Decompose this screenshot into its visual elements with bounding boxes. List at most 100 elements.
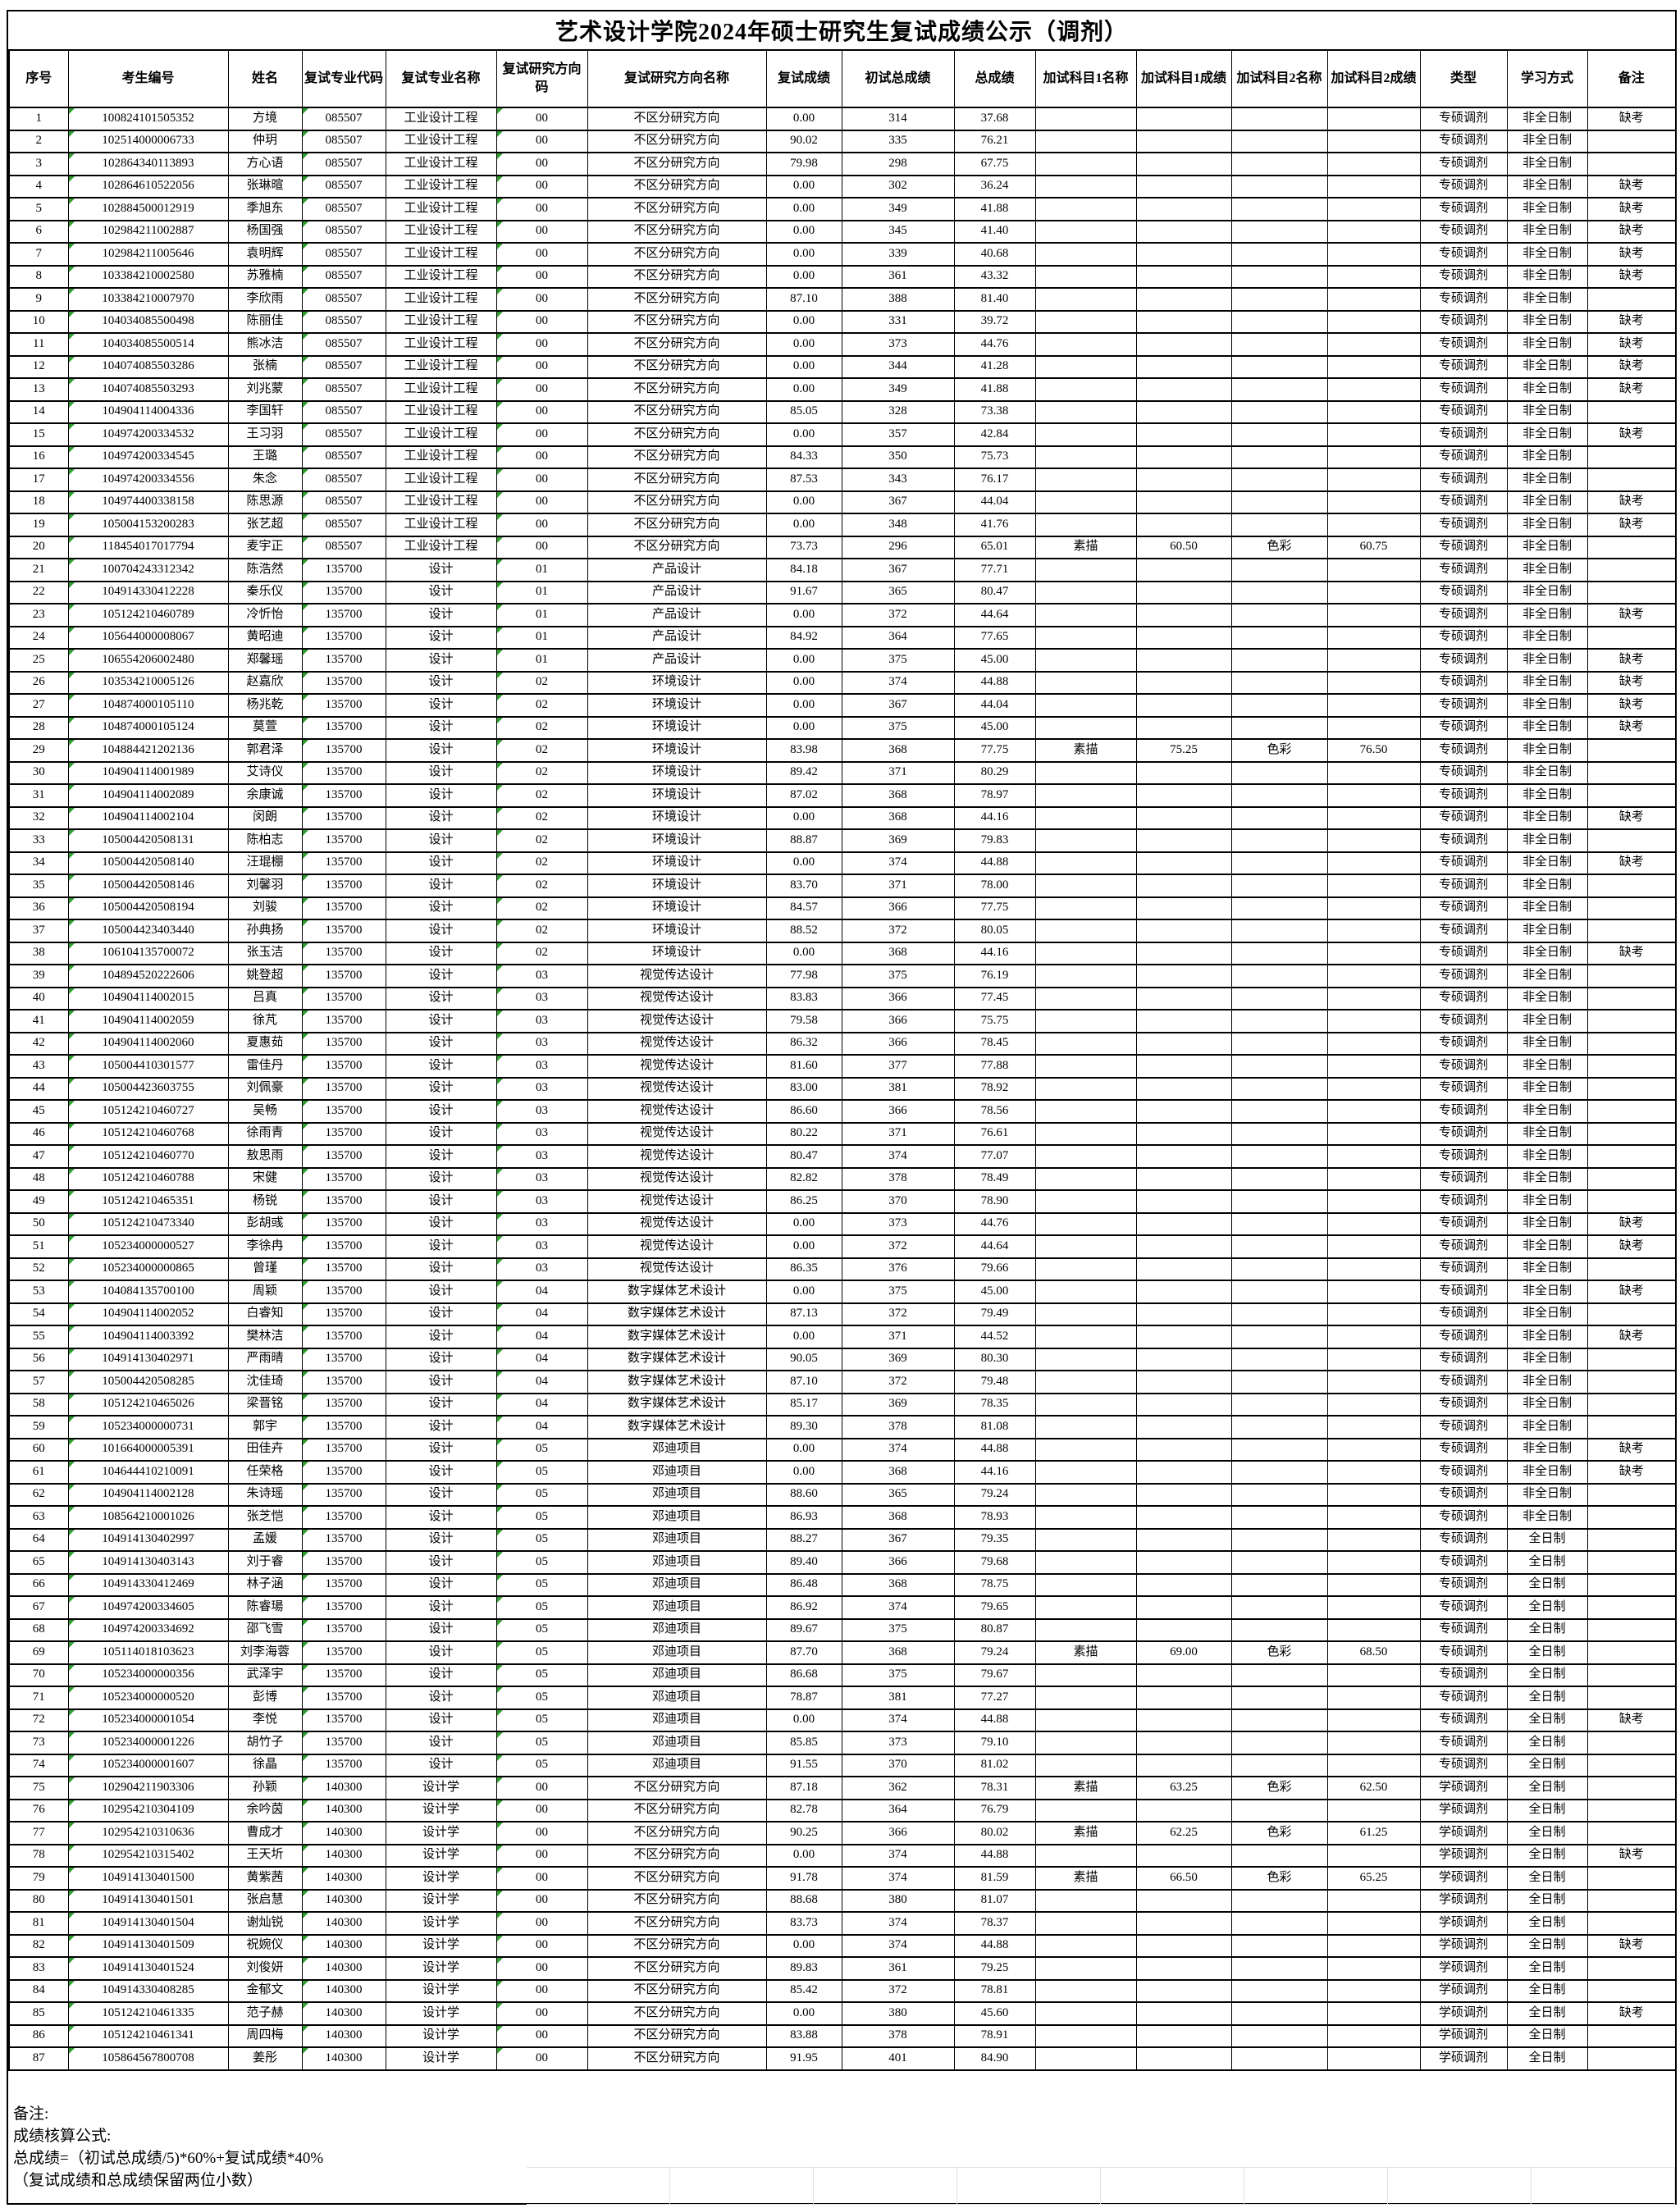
cell-direction-code: 04 bbox=[495, 1280, 588, 1304]
cell-name: 孟媛 bbox=[227, 1527, 303, 1552]
cell-candidate-id: 104914330412469 bbox=[67, 1572, 229, 1597]
cell-major-code: 135700 bbox=[301, 964, 386, 988]
cell-direction-name: 产品设计 bbox=[587, 603, 767, 627]
cell-addtest1-name bbox=[1034, 129, 1137, 153]
cell-initial-total-score: 372 bbox=[841, 1370, 955, 1394]
cell-major-name: 工业设计工程 bbox=[385, 309, 497, 334]
cell-addtest1-name: 素描 bbox=[1034, 1866, 1137, 1891]
cell-total-score: 79.25 bbox=[953, 1956, 1036, 1981]
cell-retest-score: 0.00 bbox=[765, 670, 842, 695]
column-header-seq: 序号 bbox=[8, 49, 69, 108]
cell-type: 专硕调剂 bbox=[1419, 648, 1508, 673]
cell-total-score: 67.75 bbox=[953, 152, 1036, 176]
cell-direction-name: 不区分研究方向 bbox=[587, 107, 767, 131]
cell-name: 周颖 bbox=[227, 1280, 303, 1304]
cell-remark: 缺考 bbox=[1586, 1280, 1677, 1304]
cell-retest-score: 86.93 bbox=[765, 1505, 842, 1530]
cell-addtest2-name bbox=[1230, 603, 1328, 627]
cell-major-name: 工业设计工程 bbox=[385, 535, 497, 559]
cell-candidate-id: 104974200334532 bbox=[67, 422, 229, 447]
table-row: 53 104084135700100 周颖 135700 设计 04 数字媒体艺术设计 0.0… bbox=[8, 1280, 1677, 1304]
cell-addtest2-score bbox=[1326, 1753, 1421, 1777]
cell-name: 陈浩然 bbox=[227, 558, 303, 582]
table-row: 54 104904114002052 白睿知 135700 设计 04 数字媒体艺术设计 87… bbox=[8, 1302, 1677, 1326]
cell-addtest1-score: 63.25 bbox=[1135, 1776, 1232, 1800]
cell-initial-total-score: 373 bbox=[841, 1211, 955, 1236]
cell-addtest1-score bbox=[1135, 1234, 1232, 1259]
cell-major-name: 设计 bbox=[385, 1099, 497, 1124]
cell-addtest2-name bbox=[1230, 2046, 1328, 2071]
cell-seq: 86 bbox=[8, 2023, 69, 2048]
cell-candidate-id: 118454017017794 bbox=[67, 535, 229, 559]
cell-type: 专硕调剂 bbox=[1419, 1640, 1508, 1665]
cell-name: 张艺超 bbox=[227, 513, 303, 537]
cell-major-name: 工业设计工程 bbox=[385, 332, 497, 357]
cell-addtest2-name bbox=[1230, 242, 1328, 267]
cell-study-mode: 全日制 bbox=[1506, 1956, 1588, 1981]
cell-addtest2-name bbox=[1230, 1189, 1328, 1214]
cell-candidate-id: 104914130401500 bbox=[67, 1866, 229, 1891]
cell-remark bbox=[1586, 1121, 1677, 1146]
cell-direction-code: 02 bbox=[495, 874, 588, 898]
cell-remark bbox=[1586, 1076, 1677, 1101]
cell-seq: 15 bbox=[8, 422, 69, 447]
table-row: 16 104974200334545 王璐 085507 工业设计工程 00 不区分研究方向… bbox=[8, 445, 1677, 469]
cell-addtest2-score bbox=[1326, 1482, 1421, 1507]
cell-retest-score: 0.00 bbox=[765, 648, 842, 673]
cell-major-code: 135700 bbox=[301, 693, 386, 718]
cell-addtest2-score bbox=[1326, 783, 1421, 808]
empty-cell bbox=[1532, 2168, 1675, 2204]
cell-candidate-id: 105124210460789 bbox=[67, 603, 229, 627]
cell-seq: 12 bbox=[8, 354, 69, 379]
cell-type: 专硕调剂 bbox=[1419, 1347, 1508, 1371]
cell-candidate-id: 105004420508285 bbox=[67, 1370, 229, 1394]
table-row: 47 105124210460770 敖思雨 135700 设计 03 视觉传达设计 80.4… bbox=[8, 1144, 1677, 1169]
cell-major-name: 设计学 bbox=[385, 1776, 497, 1800]
cell-addtest2-score bbox=[1326, 1415, 1421, 1439]
cell-addtest1-name bbox=[1034, 1392, 1137, 1416]
cell-candidate-id: 105124210465026 bbox=[67, 1392, 229, 1416]
cell-major-code: 135700 bbox=[301, 1370, 386, 1394]
cell-initial-total-score: 375 bbox=[841, 715, 955, 740]
cell-initial-total-score: 388 bbox=[841, 287, 955, 312]
cell-seq: 38 bbox=[8, 941, 69, 965]
cell-remark: 缺考 bbox=[1586, 941, 1677, 965]
cell-addtest2-score bbox=[1326, 399, 1421, 424]
cell-initial-total-score: 366 bbox=[841, 1031, 955, 1056]
cell-remark bbox=[1586, 468, 1677, 492]
cell-remark: 缺考 bbox=[1586, 107, 1677, 131]
cell-direction-code: 05 bbox=[495, 1663, 588, 1687]
cell-major-code: 135700 bbox=[301, 603, 386, 627]
cell-addtest1-score bbox=[1135, 1911, 1232, 1936]
cell-addtest1-score bbox=[1135, 1798, 1232, 1823]
cell-direction-code: 00 bbox=[495, 332, 588, 357]
cell-addtest1-score: 62.25 bbox=[1135, 1821, 1232, 1845]
cell-name: 秦乐仪 bbox=[227, 580, 303, 604]
cell-type: 专硕调剂 bbox=[1419, 1099, 1508, 1124]
cell-retest-score: 88.60 bbox=[765, 1482, 842, 1507]
cell-addtest1-name bbox=[1034, 1325, 1137, 1349]
cell-seq: 59 bbox=[8, 1415, 69, 1439]
cell-total-score: 65.01 bbox=[953, 535, 1036, 559]
cell-addtest1-name: 素描 bbox=[1034, 738, 1137, 763]
cell-retest-score: 89.67 bbox=[765, 1617, 842, 1642]
cell-name: 刘李海蓉 bbox=[227, 1640, 303, 1665]
cell-seq: 14 bbox=[8, 399, 69, 424]
cell-addtest1-score bbox=[1135, 197, 1232, 221]
cell-major-name: 工业设计工程 bbox=[385, 219, 497, 244]
cell-total-score: 76.19 bbox=[953, 964, 1036, 988]
cell-initial-total-score: 371 bbox=[841, 1121, 955, 1146]
cell-name: 王习羽 bbox=[227, 422, 303, 447]
cell-remark: 缺考 bbox=[1586, 1460, 1677, 1485]
cell-study-mode: 非全日制 bbox=[1506, 1505, 1588, 1530]
cell-study-mode: 全日制 bbox=[1506, 1640, 1588, 1665]
cell-direction-code: 05 bbox=[495, 1595, 588, 1620]
cell-name: 徐晶 bbox=[227, 1753, 303, 1777]
cell-direction-name: 环境设计 bbox=[587, 670, 767, 695]
cell-retest-score: 0.00 bbox=[765, 197, 842, 221]
column-header-major-name: 复试专业名称 bbox=[385, 49, 497, 108]
cell-retest-score: 86.68 bbox=[765, 1663, 842, 1687]
cell-total-score: 73.38 bbox=[953, 399, 1036, 424]
cell-initial-total-score: 375 bbox=[841, 1617, 955, 1642]
cell-initial-total-score: 374 bbox=[841, 1933, 955, 1958]
